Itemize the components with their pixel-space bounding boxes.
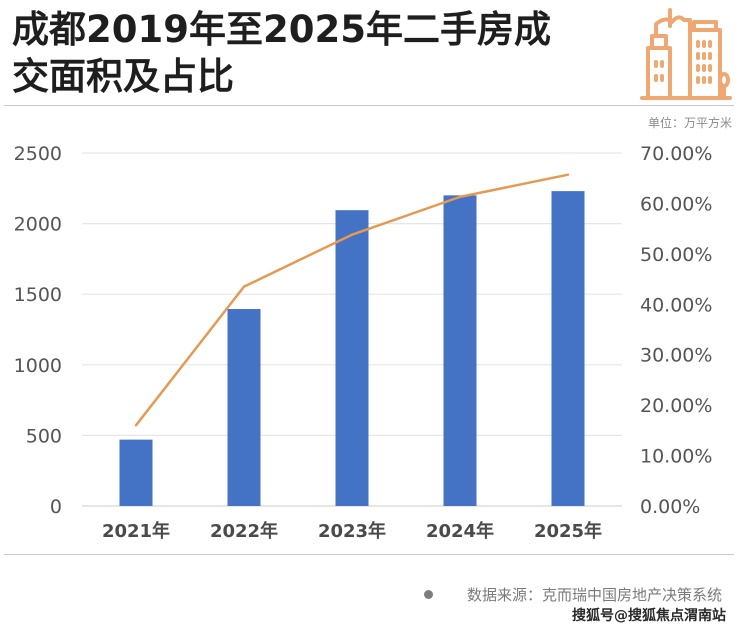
source-text: 数据来源：克而瑞中国房地产决策系统 <box>466 586 722 604</box>
y-right-tick-label: 60.00% <box>640 193 712 215</box>
bullet-icon <box>423 590 433 599</box>
y-right-tick-label: 40.00% <box>640 294 712 316</box>
unit-label: 单位：万平方米 <box>647 116 732 130</box>
header-divider <box>4 105 734 106</box>
combo-chart: 0 500 1000 1500 2000 2500 0.00% 10.00% 20.00% 30.… <box>14 143 713 542</box>
y-right-tick-label: 50.00% <box>640 244 712 266</box>
watermark-credit: 搜狐号@搜狐焦点渭南站 <box>572 608 726 624</box>
x-tick-label: 2023年 <box>318 520 386 542</box>
y-left-tick-label: 2500 <box>14 143 62 165</box>
bar-2022年 <box>227 309 261 506</box>
y-right-tick-label: 0.00% <box>640 496 700 518</box>
bar-2025年 <box>551 191 585 506</box>
y-left-tick-label: 1500 <box>14 284 62 306</box>
y-right-tick-label: 10.00% <box>640 446 712 468</box>
x-tick-label: 2025年 <box>534 520 602 542</box>
chart-title: 成都2019年至2025年二手房成 交面积及占比 <box>12 6 612 100</box>
share-point-2023年 <box>350 233 354 236</box>
y-left-tick-label: 2000 <box>14 214 62 236</box>
title-line-1: 成都2019年至2025年二手房成 <box>12 8 551 51</box>
x-tick-label: 2021年 <box>102 520 170 542</box>
title-line-2: 交面积及占比 <box>12 55 234 98</box>
bar-2023年 <box>335 210 369 506</box>
bar-2021年 <box>119 439 153 506</box>
x-tick-label: 2022年 <box>210 520 278 542</box>
y-left-tick-label: 0 <box>50 496 62 518</box>
y-right-tick-label: 30.00% <box>640 345 712 367</box>
share-point-2024年 <box>458 195 462 199</box>
bar-2024年 <box>443 195 477 507</box>
y-left-tick-label: 1000 <box>14 355 62 377</box>
footer-divider <box>4 554 734 555</box>
share-point-2025年 <box>566 173 570 176</box>
data-source: 数据来源：克而瑞中国房地产决策系统 <box>423 584 722 605</box>
y-right-tick-label: 20.00% <box>640 395 712 417</box>
share-point-2021年 <box>134 424 138 427</box>
share-point-2022年 <box>242 285 246 288</box>
x-tick-label: 2024年 <box>426 520 494 542</box>
city-buildings-icon <box>640 8 732 100</box>
y-left-tick-label: 500 <box>26 425 62 447</box>
y-right-tick-label: 70.00% <box>640 143 712 165</box>
